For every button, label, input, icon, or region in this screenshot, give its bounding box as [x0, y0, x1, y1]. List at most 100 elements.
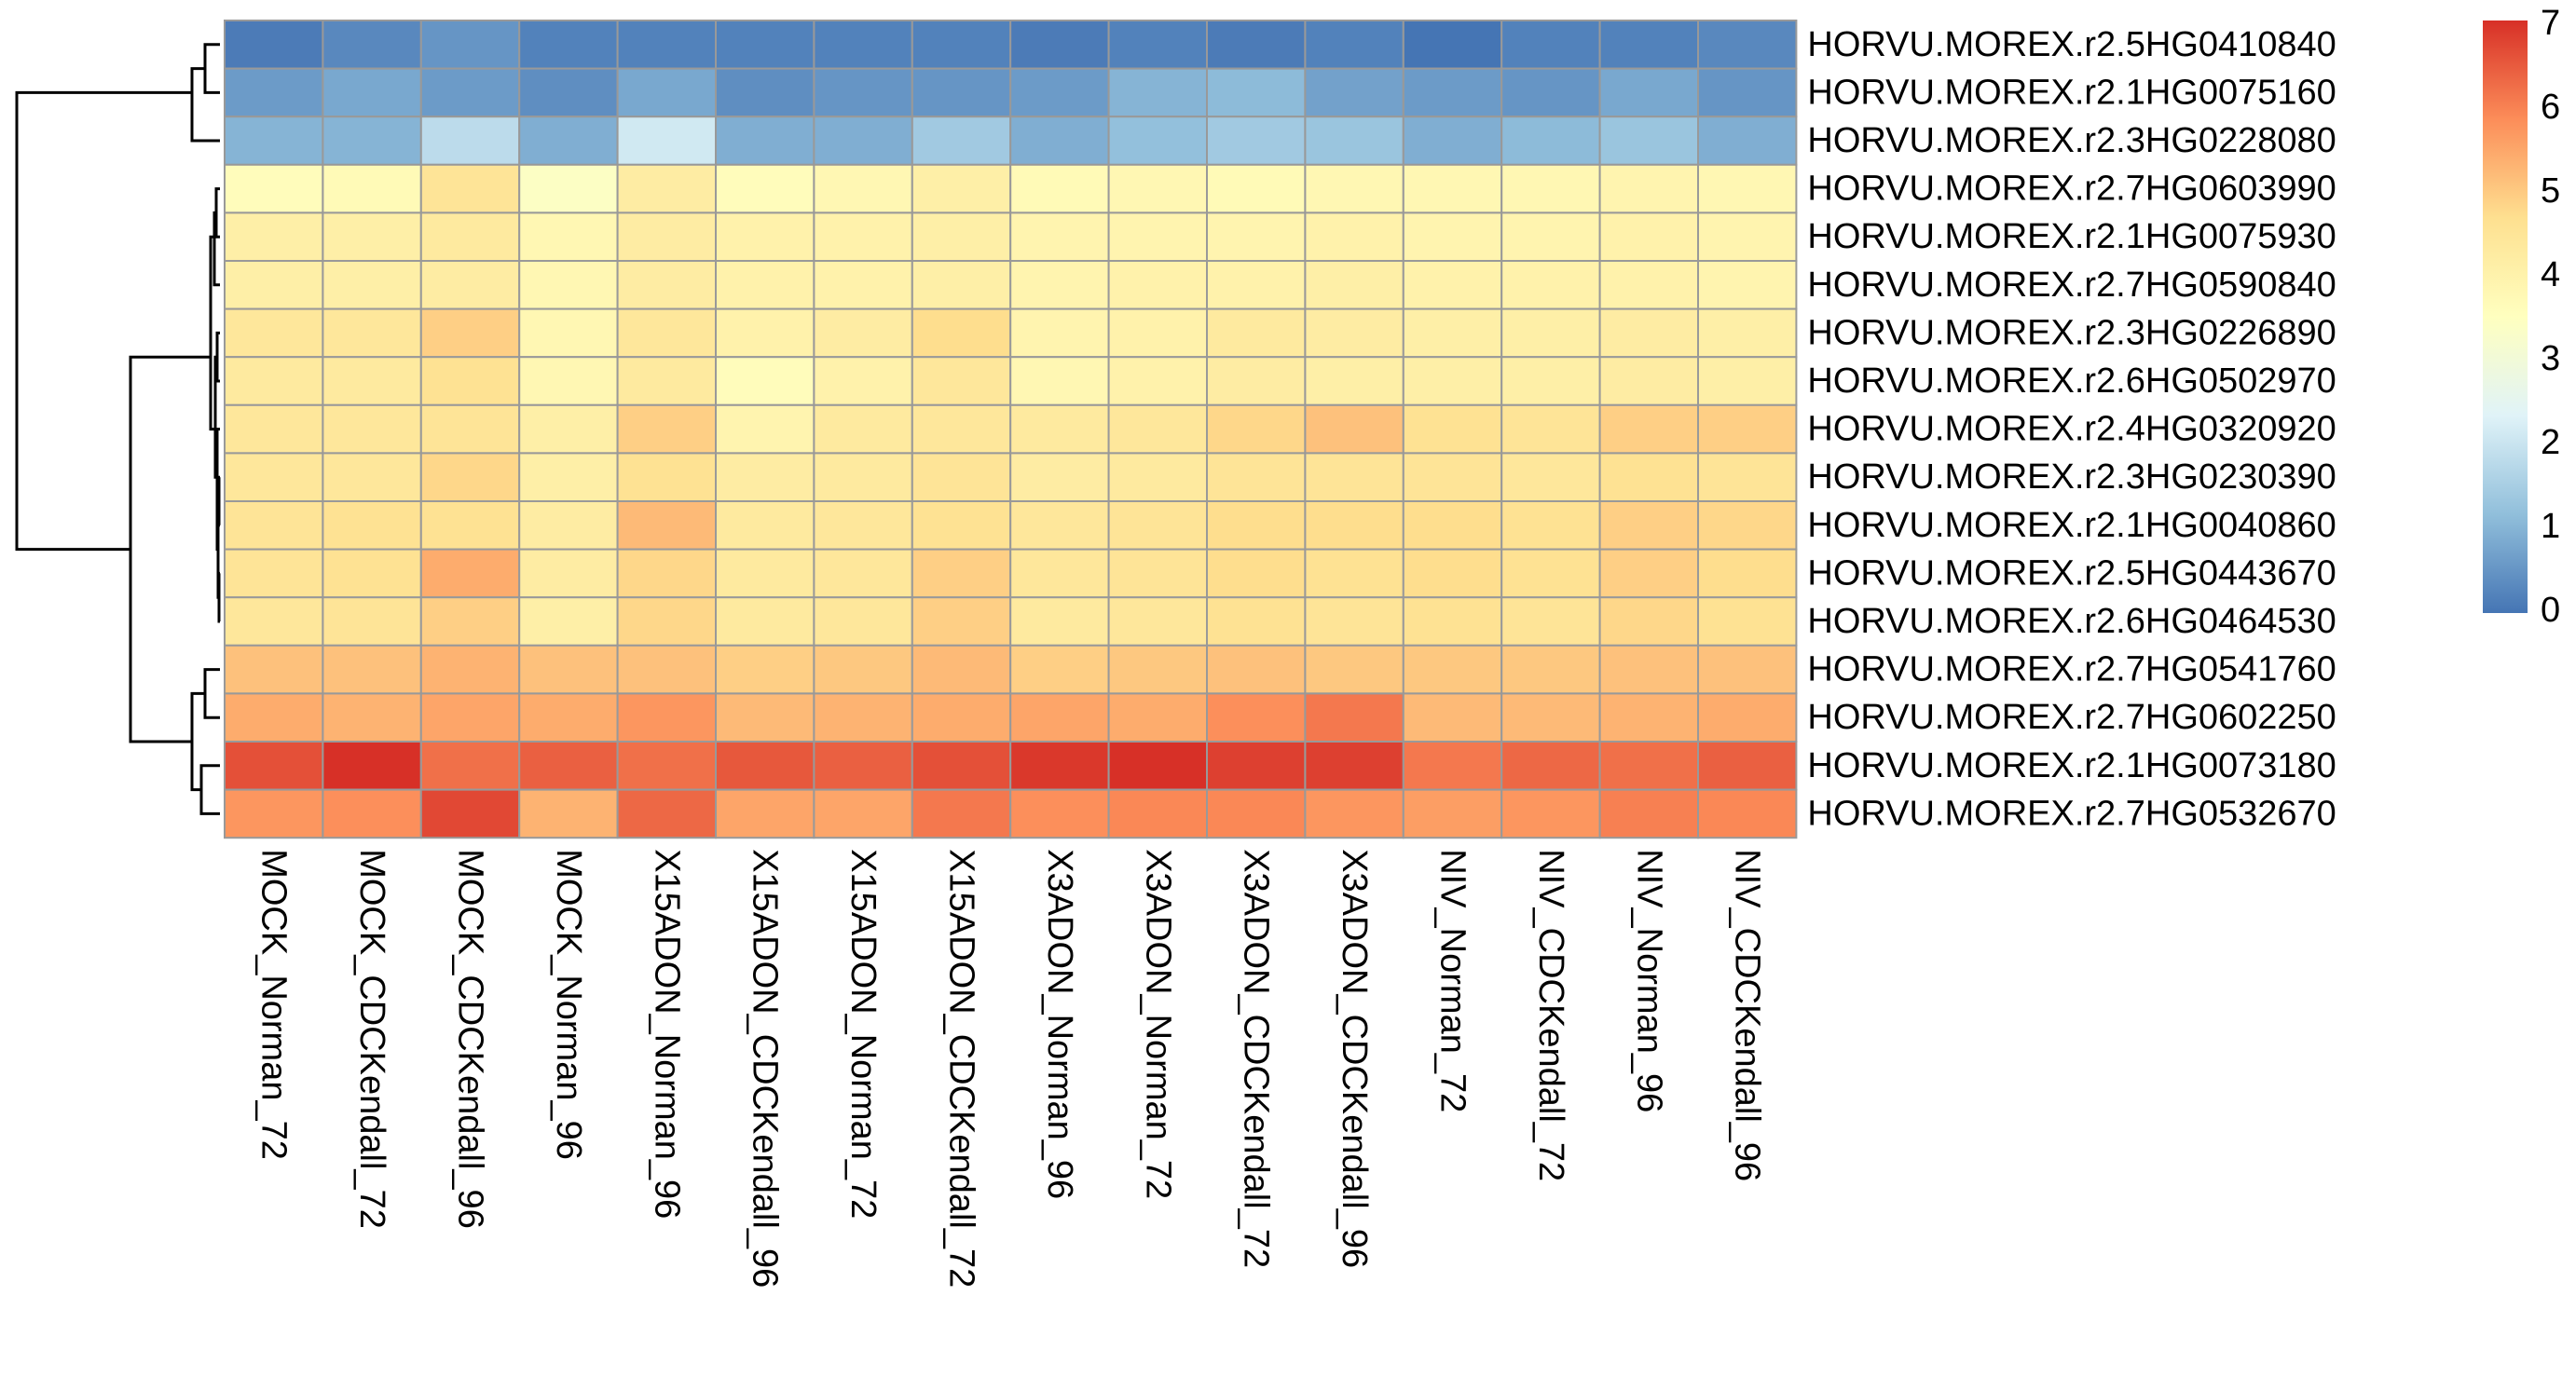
heatmap-cell: [1500, 596, 1601, 647]
heatmap-cell: [1402, 788, 1503, 839]
heatmap-cell: [1500, 211, 1601, 262]
heatmap-cell: [1402, 500, 1503, 551]
heatmap-cell: [1598, 307, 1699, 359]
dendrogram-branch: [209, 235, 215, 431]
heatmap-cell: [1009, 403, 1110, 455]
heatmap-cell: [1009, 20, 1110, 70]
heatmap-cell: [1304, 500, 1404, 551]
heatmap-cell: [419, 116, 521, 166]
heatmap-cell: [1697, 788, 1798, 839]
heatmap-cell: [322, 692, 422, 743]
heatmap-cell: [715, 163, 815, 214]
dendrogram-branch: [199, 764, 220, 815]
heatmap-cell: [1697, 548, 1798, 599]
heatmap-cell: [911, 452, 1012, 502]
heatmap-cell: [1107, 452, 1208, 502]
heatmap-cell: [616, 163, 717, 214]
row-label: HORVU.MOREX.r2.7HG0541760: [1807, 650, 2336, 689]
heatmap-cell: [419, 356, 521, 406]
dendrogram-branch: [15, 90, 192, 552]
heatmap-cell: [911, 403, 1012, 455]
heatmap-cell: [224, 20, 324, 70]
dendrogram-branch: [213, 355, 217, 479]
heatmap-cell: [419, 644, 521, 695]
heatmap-cell: [1500, 403, 1601, 455]
heatmap-cell: [813, 67, 913, 118]
heatmap-cell: [1009, 741, 1110, 791]
heatmap-cell: [1009, 452, 1110, 502]
heatmap-cell: [1009, 644, 1110, 695]
heatmap-cell: [1697, 741, 1798, 791]
heatmap-cell: [224, 788, 324, 839]
heatmap-cell: [1500, 20, 1601, 70]
heatmap-cell: [1697, 692, 1798, 743]
legend-tick-label: 6: [2541, 88, 2560, 127]
heatmap-cell: [616, 211, 717, 262]
heatmap-cell: [1107, 500, 1208, 551]
heatmap-cell: [1402, 20, 1503, 70]
heatmap-cell: [518, 356, 619, 406]
heatmap-cell: [322, 20, 422, 70]
heatmap-cell: [1304, 116, 1404, 166]
heatmap-cell: [813, 788, 913, 839]
heatmap-cell: [616, 596, 717, 647]
heatmap-cell: [224, 500, 324, 551]
heatmap-cell: [1500, 307, 1601, 359]
heatmap-cell: [1206, 307, 1307, 359]
heatmap-cell: [911, 356, 1012, 406]
heatmap-cell: [1697, 403, 1798, 455]
heatmap-cell: [1697, 356, 1798, 406]
heatmap-cell: [518, 500, 619, 551]
row-label: HORVU.MOREX.r2.1HG0040860: [1807, 506, 2336, 545]
heatmap-cell: [813, 356, 913, 406]
column-label: X15ADON_Norman_72: [843, 849, 883, 1219]
heatmap-cell: [813, 741, 913, 791]
heatmap-cell: [1304, 741, 1404, 791]
heatmap-cell: [224, 163, 324, 214]
row-label: HORVU.MOREX.r2.1HG0075930: [1807, 217, 2336, 256]
heatmap-cell: [1697, 596, 1798, 647]
column-label: X3ADON_CDCKendall_96: [1335, 849, 1374, 1268]
heatmap-cell: [715, 741, 815, 791]
heatmap-cell: [518, 692, 619, 743]
heatmap-cell: [322, 500, 422, 551]
heatmap-cell: [1402, 260, 1503, 310]
heatmap-cell: [518, 644, 619, 695]
heatmap-cell: [813, 20, 913, 70]
heatmap-cell: [911, 67, 1012, 118]
heatmap-cell: [813, 500, 913, 551]
heatmap-cell: [1500, 452, 1601, 502]
heatmap-cell: [518, 548, 619, 599]
heatmap-cell: [224, 403, 324, 455]
heatmap-cell: [715, 692, 815, 743]
heatmap-cell: [224, 260, 324, 310]
heatmap-cell: [813, 116, 913, 166]
heatmap-cell: [1697, 116, 1798, 166]
row-label: HORVU.MOREX.r2.6HG0464530: [1807, 602, 2336, 641]
heatmap-cell: [322, 260, 422, 310]
heatmap-cell: [224, 741, 324, 791]
heatmap-cell: [1206, 163, 1307, 214]
heatmap-cell: [1402, 741, 1503, 791]
heatmap-cell: [419, 596, 521, 647]
heatmap-cell: [1107, 403, 1208, 455]
row-labels: HORVU.MOREX.r2.5HG0410840 HORVU.MOREX.r2.…: [1807, 25, 2336, 834]
heatmap-cell: [911, 548, 1012, 599]
heatmap-cell: [911, 163, 1012, 214]
heatmap-cell: [616, 20, 717, 70]
heatmap-cell: [419, 403, 521, 455]
row-label: HORVU.MOREX.r2.5HG0410840: [1807, 25, 2336, 64]
heatmap-cell: [1009, 116, 1110, 166]
heatmap-cell: [419, 548, 521, 599]
heatmap-cell: [1206, 500, 1307, 551]
heatmap-cell: [419, 692, 521, 743]
legend-tick-label: 7: [2541, 4, 2560, 43]
heatmap-cell: [1304, 548, 1404, 599]
heatmap-cell: [322, 211, 422, 262]
heatmap-cell: [1206, 548, 1307, 599]
heatmap-cell: [911, 644, 1012, 695]
heatmap-cell: [1206, 211, 1307, 262]
heatmap-cell: [224, 452, 324, 502]
heatmap-cell: [322, 452, 422, 502]
heatmap-cell: [224, 692, 324, 743]
